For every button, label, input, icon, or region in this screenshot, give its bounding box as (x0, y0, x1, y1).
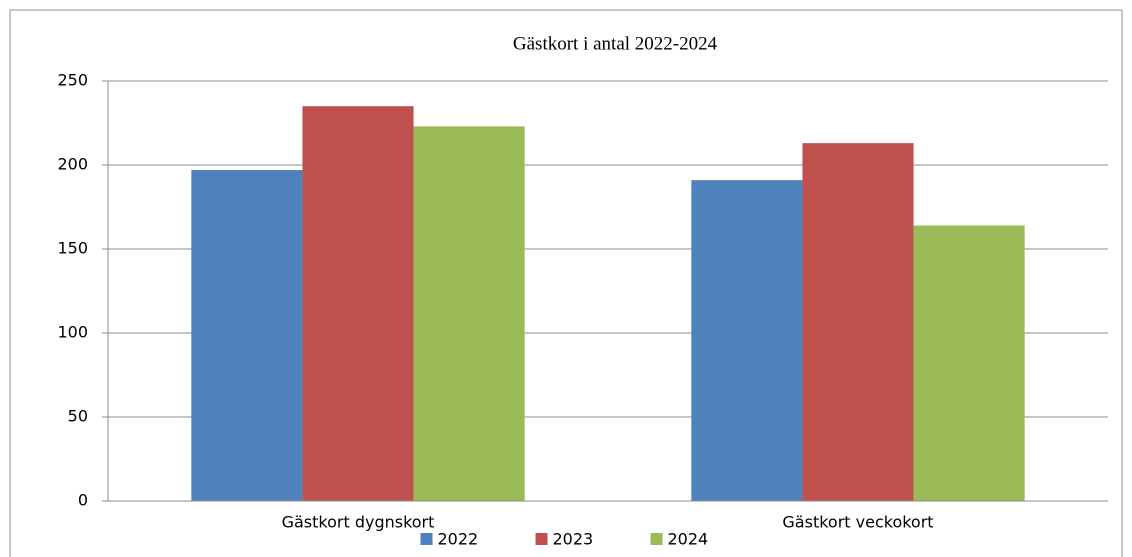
x-tick-label: Gästkort veckokort (782, 513, 933, 532)
y-tick-label: 50 (68, 407, 88, 426)
bar (191, 170, 303, 502)
bar (691, 180, 803, 501)
legend-swatch (535, 533, 548, 545)
y-tick-label: 250 (57, 71, 88, 90)
legend-swatch (420, 533, 433, 545)
bar (302, 106, 414, 501)
bar (913, 225, 1025, 502)
y-tick-label: 0 (78, 491, 88, 510)
legend-label: 2022 (438, 530, 479, 549)
y-tick-label: 200 (57, 155, 88, 174)
y-tick-label: 100 (57, 323, 88, 342)
bar (413, 126, 525, 502)
legend-label: 2023 (553, 530, 594, 549)
legend-swatch (650, 533, 663, 545)
bar (802, 143, 914, 501)
x-tick-label: Gästkort dygnskort (282, 513, 435, 532)
y-tick-label: 150 (57, 239, 88, 258)
chart-title: Gästkort i antal 2022-2024 (513, 33, 718, 54)
legend-label: 2024 (668, 530, 709, 549)
